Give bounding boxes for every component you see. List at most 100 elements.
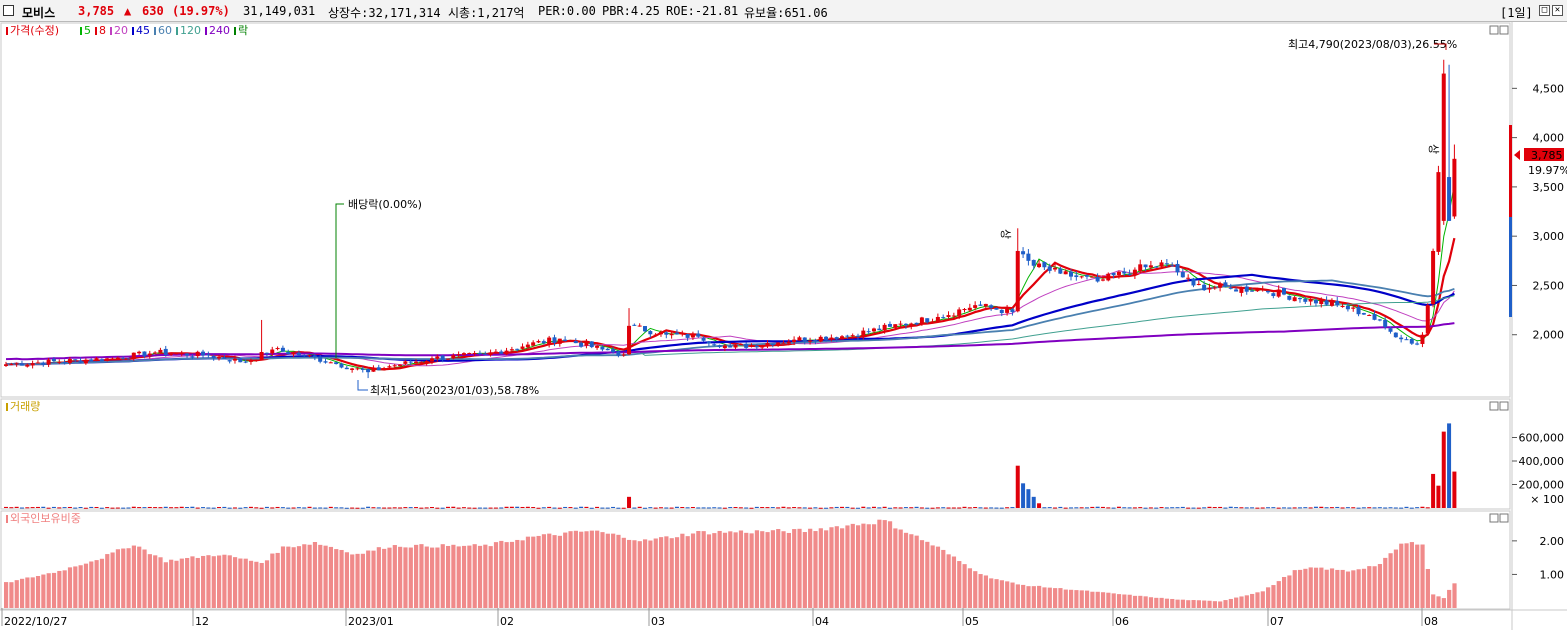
foreign-ratio-bar (706, 534, 712, 608)
volume-bar (1393, 507, 1398, 509)
volume-bar (1021, 483, 1026, 508)
panel-close-icon[interactable] (1499, 513, 1509, 523)
volume-bar (701, 507, 706, 509)
close-icon[interactable]: ✕ (1552, 5, 1563, 16)
price-tick-label: 2,000 (1533, 329, 1565, 342)
candle-body (541, 341, 546, 344)
volume-bar (818, 507, 823, 509)
candle-body (206, 354, 211, 356)
foreign-ratio-bar (573, 530, 578, 608)
stock-chart[interactable]: 가격(수정) 5 8 20 45 60 120 240 락 거래량 외국인보유비중 4,5004… (0, 22, 1567, 630)
candle-body (595, 345, 600, 348)
volume-bar (174, 507, 179, 509)
foreign-ratio-bar (1047, 587, 1052, 608)
foreign-ratio-bar (1244, 595, 1249, 608)
candle-body (1436, 172, 1441, 252)
volume-bar (1186, 507, 1191, 509)
candle-body (547, 337, 552, 345)
foreign-ratio-bar (472, 544, 477, 608)
candle-body (99, 359, 104, 362)
foreign-ratio-bar (627, 539, 632, 608)
volume-bar (509, 506, 514, 508)
candle-body (445, 358, 450, 360)
foreign-ratio-bar (525, 536, 531, 608)
candle-body (403, 361, 408, 364)
volume-bar (829, 507, 834, 509)
foreign-ratio-bar (35, 576, 41, 608)
candle-body (243, 361, 248, 363)
volume-bar (584, 506, 589, 508)
candle-body (733, 344, 738, 348)
volume-bar (419, 507, 424, 509)
foreign-ratio-bar (520, 540, 525, 608)
volume-bar (1143, 507, 1148, 509)
foreign-ratio-bar (744, 532, 749, 608)
select-checkbox[interactable] (3, 5, 14, 16)
volume-bar (840, 506, 845, 508)
pbr-value: PBR:4.25 (602, 4, 660, 18)
foreign-ratio-bar (243, 558, 248, 608)
panel-minimize-icon[interactable] (1489, 401, 1499, 411)
price-badge-value: 3,785 (1531, 149, 1563, 162)
foreign-ratio-bar (957, 561, 962, 608)
panel-close-icon[interactable] (1499, 401, 1509, 411)
candle-body (978, 304, 983, 306)
candle-body (232, 358, 237, 361)
maximize-icon[interactable]: □ (1539, 5, 1550, 16)
candle-body (312, 355, 317, 358)
volume-bar (147, 506, 152, 508)
reserve-ratio: 유보율:651.06 (744, 6, 828, 20)
volume-bar (1175, 507, 1180, 509)
volume-bar (206, 507, 211, 509)
candle-body (754, 345, 759, 348)
candle-body (222, 357, 227, 360)
volume-bar (1132, 507, 1137, 509)
foreign-ratio-bar (392, 545, 397, 608)
volume-bar (211, 507, 216, 509)
volume-bar (153, 507, 158, 509)
panel-close-icon[interactable] (1499, 25, 1509, 35)
foreign-ratio-bar (350, 554, 355, 608)
period-selector[interactable]: [1일] (1500, 6, 1533, 20)
candle-body (1393, 332, 1398, 338)
foreign-ratio-bar (179, 558, 184, 608)
foreign-ratio-bar (1345, 571, 1351, 608)
candle-body (621, 354, 626, 356)
legend-label: 60 (158, 24, 172, 37)
candle-body (1170, 265, 1175, 267)
panel-minimize-icon[interactable] (1489, 25, 1499, 35)
candle-body (115, 357, 120, 359)
candle-body (280, 347, 285, 352)
volume-bar (1377, 507, 1382, 509)
foreign-ratio-bar (366, 550, 371, 608)
panel-minimize-icon[interactable] (1489, 513, 1499, 523)
foreign-ratio-bar (1234, 597, 1239, 608)
volume-bar (999, 507, 1004, 509)
volume-bar (1170, 507, 1175, 509)
legend-label: 외국인보유비중 (10, 512, 81, 525)
volume-bar (1250, 507, 1255, 509)
volume-value: 31,149,031 (243, 4, 316, 18)
foreign-ratio-bar (579, 531, 584, 608)
foreign-ratio-bar (142, 549, 147, 608)
candle-body (520, 346, 525, 349)
volume-bar (648, 507, 653, 509)
foreign-ratio-bar (9, 582, 14, 608)
volume-bar (179, 506, 184, 508)
candle-body (179, 352, 184, 355)
volume-bar (520, 506, 525, 508)
foreign-ratio-bar (190, 556, 195, 608)
volume-bar (1367, 507, 1372, 509)
foreign-ratio-bar (126, 548, 131, 608)
foreign-ratio-bar (999, 580, 1004, 608)
volume-bar (1324, 507, 1329, 509)
volume-panel[interactable] (0, 398, 1511, 510)
volume-bar (605, 507, 610, 509)
price-panel[interactable] (0, 22, 1511, 398)
candle-body (1010, 309, 1015, 313)
candle-body (552, 337, 557, 343)
foreign-ratio-bar (302, 544, 307, 608)
candle-body (1047, 266, 1052, 271)
candle-body (1180, 272, 1185, 278)
volume-bar (1292, 507, 1297, 509)
